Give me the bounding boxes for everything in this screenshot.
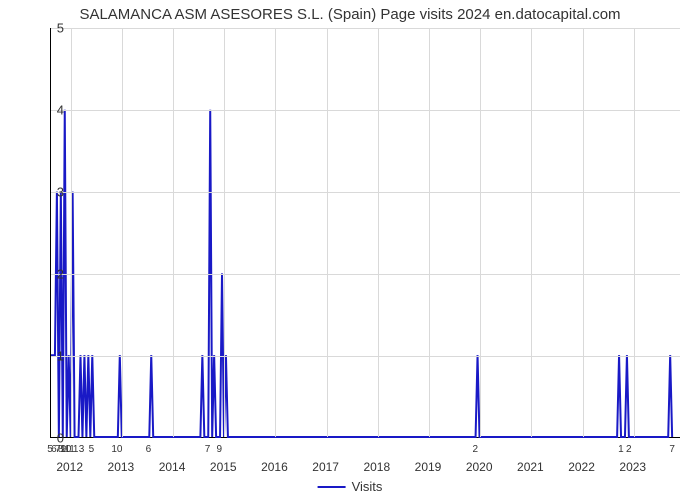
hgrid <box>51 28 680 29</box>
legend-swatch <box>318 486 346 488</box>
vgrid <box>531 28 532 437</box>
hgrid <box>51 356 680 357</box>
hgrid <box>51 274 680 275</box>
vgrid <box>173 28 174 437</box>
vgrid <box>71 28 72 437</box>
hgrid <box>51 110 680 111</box>
ytick: 3 <box>44 185 64 200</box>
xtick-year: 2023 <box>619 460 646 474</box>
vgrid <box>429 28 430 437</box>
chart-title: SALAMANCA ASM ASESORES S.L. (Spain) Page… <box>0 6 700 23</box>
xtick-num: 9 <box>217 444 223 455</box>
vgrid <box>275 28 276 437</box>
xtick-num: 7 <box>669 444 675 455</box>
xtick-num: 2 <box>472 444 478 455</box>
xtick-year: 2013 <box>108 460 135 474</box>
xtick-year: 2014 <box>159 460 186 474</box>
xtick-num: 1 <box>73 444 79 455</box>
ytick: 5 <box>44 21 64 36</box>
xtick-year: 2019 <box>415 460 442 474</box>
hgrid <box>51 192 680 193</box>
plot-area <box>50 28 680 438</box>
xtick-year: 2020 <box>466 460 493 474</box>
vgrid <box>634 28 635 437</box>
xtick-num: 5 <box>89 444 95 455</box>
line-series <box>51 28 680 437</box>
xtick-num: 10 <box>111 444 122 455</box>
xtick-year: 2017 <box>312 460 339 474</box>
ytick: 1 <box>44 349 64 364</box>
legend-label: Visits <box>352 479 383 494</box>
vgrid <box>122 28 123 437</box>
xtick-year: 2015 <box>210 460 237 474</box>
xtick-num: 2 <box>626 444 632 455</box>
legend: Visits <box>318 479 383 494</box>
vgrid <box>378 28 379 437</box>
xtick-num: 7 <box>205 444 211 455</box>
vgrid <box>480 28 481 437</box>
xtick-year: 2016 <box>261 460 288 474</box>
vgrid <box>224 28 225 437</box>
xtick-year: 2022 <box>568 460 595 474</box>
xtick-year: 2018 <box>363 460 390 474</box>
xtick-num: 3 <box>79 444 85 455</box>
ytick: 4 <box>44 103 64 118</box>
visits-line-chart: SALAMANCA ASM ASESORES S.L. (Spain) Page… <box>0 0 700 500</box>
vgrid <box>583 28 584 437</box>
xtick-num: 6 <box>146 444 152 455</box>
xtick-year: 2021 <box>517 460 544 474</box>
ytick: 2 <box>44 267 64 282</box>
xtick-num: 1 <box>618 444 624 455</box>
vgrid <box>327 28 328 437</box>
xtick-year: 2012 <box>56 460 83 474</box>
